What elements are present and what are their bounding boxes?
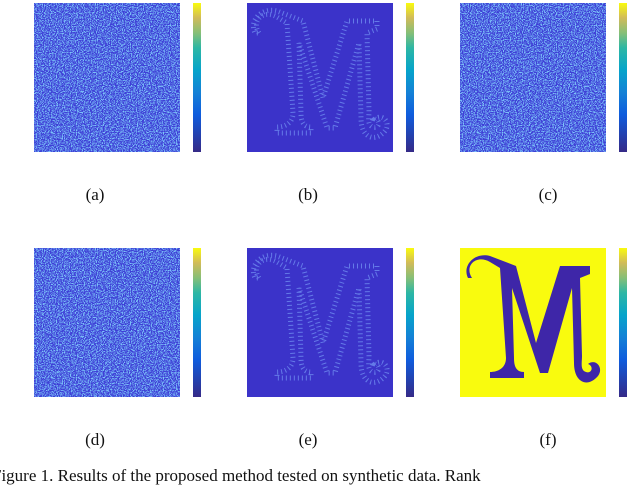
colorbar — [406, 248, 414, 397]
panel-b — [247, 3, 393, 152]
panel-label: (e) — [299, 430, 318, 449]
panel-label: (c) — [539, 185, 558, 204]
panel-f — [460, 248, 606, 397]
panel-label: (f) — [540, 430, 557, 449]
panel-label: (b) — [298, 185, 318, 204]
panel-label: (a) — [86, 185, 105, 204]
colorbar — [193, 248, 201, 397]
panel-label: (d) — [85, 430, 105, 449]
panel-a — [34, 3, 180, 152]
colorbar — [406, 3, 414, 152]
panel-d — [34, 248, 180, 397]
panel-e — [247, 248, 393, 397]
colorbar — [619, 3, 627, 152]
colorbar — [619, 248, 627, 397]
panel-c — [460, 3, 606, 152]
caption: Figure 1. Results of the proposed method… — [0, 466, 481, 485]
colorbar — [193, 3, 201, 152]
